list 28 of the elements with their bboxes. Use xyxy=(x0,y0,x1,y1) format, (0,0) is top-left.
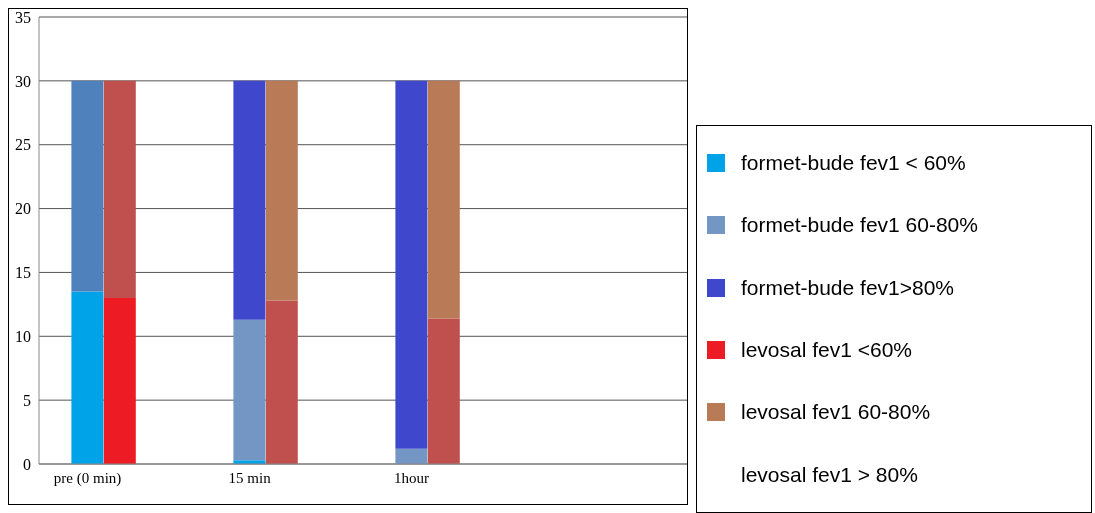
legend-label: formet-bude fev1>80% xyxy=(741,275,955,300)
bar xyxy=(71,291,104,464)
x-tick-label: 1hour xyxy=(394,469,430,486)
y-tick-label: 25 xyxy=(15,136,31,154)
bar xyxy=(427,318,460,464)
y-tick-label: 5 xyxy=(23,391,31,409)
x-tick-label: pre (0 min) xyxy=(53,469,122,487)
bar xyxy=(265,300,298,464)
y-tick-label: 0 xyxy=(23,455,31,473)
bar xyxy=(395,80,428,449)
legend-label: levosal fev1 <60% xyxy=(741,338,913,363)
y-tick-label: 35 xyxy=(15,8,31,26)
bar xyxy=(265,80,298,301)
bar xyxy=(103,297,136,464)
legend-label: formet-bude fev1 60-80% xyxy=(741,213,978,238)
text: levosal fev1 > 80% xyxy=(741,462,918,487)
y-tick-label: 20 xyxy=(15,200,31,218)
bar xyxy=(71,80,104,292)
y-tick-label: 10 xyxy=(15,327,31,345)
legend-label: levosal fev1 60-80% xyxy=(741,400,931,425)
bar xyxy=(395,448,428,464)
y-tick-label: 15 xyxy=(15,264,31,282)
y-tick-label: 30 xyxy=(15,72,31,90)
bar xyxy=(233,80,266,320)
bar xyxy=(427,80,460,319)
x-tick-label: 15 min xyxy=(228,469,272,486)
bar xyxy=(233,319,266,461)
legend-label: formet-bude fev1 < 60% xyxy=(741,151,966,176)
